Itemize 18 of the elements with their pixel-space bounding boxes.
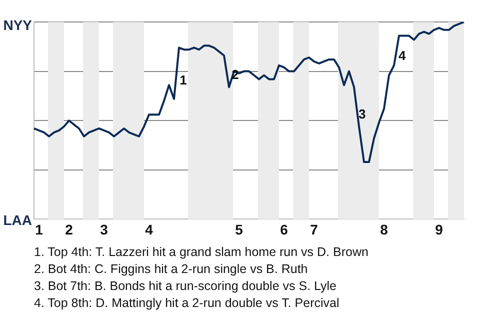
text: NYY — [3, 16, 33, 33]
text: 3. Bot 7th: B. Bonds hit a run-scoring double vs S. Lyle — [34, 278, 338, 295]
annotation: 1 — [180, 72, 187, 88]
text: 4. Top 8th: D. Mattingly hit a 2-run double vs T. Percival — [34, 295, 340, 312]
x-tick-label: 6 — [280, 221, 288, 238]
text: 1. Top 4th: T. Lazzeri hit a grand slam home run vs D. Brown — [34, 244, 368, 261]
text: LAA — [3, 212, 32, 228]
x-tick-label: 9 — [435, 221, 444, 238]
annotation: 4 — [398, 48, 406, 64]
x-tick-label: 2 — [65, 221, 74, 238]
x-tick-label: 4 — [145, 221, 154, 238]
text: 2. Bot 4th: C. Figgins hit a 2-run single vs B. Ruth — [34, 261, 309, 278]
x-tick-label: 5 — [235, 221, 244, 238]
x-tick-label: 7 — [310, 221, 318, 238]
x-tick-label: 3 — [100, 221, 108, 238]
annotation: 3 — [358, 106, 366, 122]
x-tick-label: 1 — [35, 221, 44, 238]
x-tick-label: 8 — [380, 221, 388, 238]
